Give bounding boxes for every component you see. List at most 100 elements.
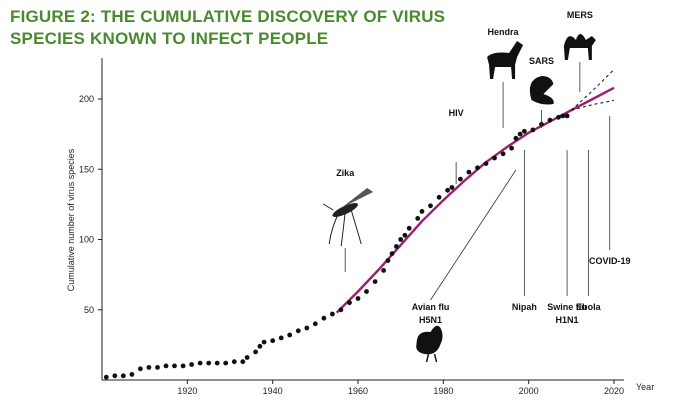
chart-title-line-1: FIGURE 2: THE CUMULATIVE DISCOVERY OF VI… bbox=[10, 7, 446, 26]
data-point bbox=[112, 373, 118, 379]
data-point bbox=[564, 113, 570, 119]
data-point bbox=[475, 165, 480, 171]
y-tick-label: 100 bbox=[79, 235, 94, 245]
data-point bbox=[304, 325, 310, 331]
data-point bbox=[312, 321, 318, 327]
mosquito-wing bbox=[341, 188, 374, 208]
data-point bbox=[270, 338, 276, 344]
data-point bbox=[389, 251, 395, 256]
mosquito-body bbox=[332, 203, 359, 217]
data-point bbox=[385, 258, 391, 263]
data-point bbox=[517, 131, 523, 137]
x-axis-label: Year bbox=[636, 382, 654, 392]
y-tick-label: 200 bbox=[79, 94, 94, 104]
data-point bbox=[381, 268, 386, 273]
data-point bbox=[547, 117, 553, 123]
data-point bbox=[560, 113, 566, 119]
chicken-legs bbox=[425, 353, 438, 363]
annotation-label: COVID-19 bbox=[589, 256, 631, 266]
tick-labels: 50 100 150 200 1920 1940 1960 1980 2000 2020 bbox=[79, 94, 624, 396]
data-point bbox=[338, 307, 344, 313]
data-point bbox=[172, 363, 177, 369]
annotation-label: Avian flu bbox=[412, 302, 450, 312]
x-tick-label: 1940 bbox=[263, 386, 283, 396]
y-axis-label: Cumulative number of virus species bbox=[66, 148, 76, 291]
horse-body bbox=[487, 41, 524, 79]
data-point bbox=[129, 372, 135, 377]
data-point bbox=[261, 339, 267, 345]
chart-title-line-2: SPECIES KNOWN TO INFECT PEOPLE bbox=[10, 29, 329, 48]
data-point bbox=[428, 203, 433, 209]
mosquito-legs bbox=[322, 203, 362, 247]
data-point bbox=[483, 161, 489, 167]
data-point bbox=[206, 360, 212, 366]
data-point bbox=[257, 343, 263, 349]
data-point bbox=[445, 187, 450, 193]
data-point bbox=[419, 209, 425, 214]
data-point bbox=[146, 365, 152, 370]
data-points bbox=[103, 113, 570, 380]
annotation-leaders bbox=[344, 62, 611, 301]
annotation-label: Zika bbox=[336, 168, 355, 178]
horse-icon bbox=[487, 41, 524, 79]
x-tick-label: 1960 bbox=[348, 386, 368, 396]
x-tick-label: 2000 bbox=[519, 386, 539, 396]
annotation-label: SARS bbox=[529, 56, 554, 66]
annotation-label: Nipah bbox=[512, 302, 537, 312]
x-tick-label: 1920 bbox=[177, 386, 197, 396]
data-point bbox=[214, 360, 220, 366]
data-point bbox=[223, 360, 229, 366]
data-point bbox=[522, 128, 527, 134]
data-point bbox=[500, 151, 506, 157]
data-point bbox=[449, 185, 455, 190]
chicken-body bbox=[416, 325, 443, 355]
ferret-body bbox=[529, 76, 554, 105]
data-point bbox=[513, 135, 519, 141]
leader-line bbox=[430, 169, 517, 301]
axes bbox=[98, 58, 624, 384]
data-point bbox=[138, 366, 143, 372]
data-point bbox=[372, 279, 378, 284]
annotation-label: Hendra bbox=[488, 27, 520, 37]
data-point bbox=[436, 194, 442, 200]
chicken-icon bbox=[416, 325, 443, 363]
trend-line bbox=[335, 86, 615, 314]
camel-icon bbox=[563, 34, 596, 60]
data-point bbox=[530, 127, 536, 133]
data-point bbox=[231, 359, 237, 365]
annotation-label: Swine flu bbox=[547, 302, 587, 312]
data-point bbox=[394, 244, 399, 249]
data-point bbox=[415, 216, 421, 221]
data-point bbox=[466, 169, 472, 175]
x-tick-label: 1980 bbox=[433, 386, 453, 396]
data-point bbox=[556, 114, 561, 120]
data-point bbox=[398, 237, 404, 242]
data-point bbox=[347, 300, 352, 306]
ferret-icon bbox=[529, 76, 554, 105]
data-point bbox=[253, 349, 258, 355]
data-point bbox=[406, 225, 412, 231]
data-point bbox=[197, 360, 203, 366]
annotation-label: MERS bbox=[567, 10, 593, 20]
data-point bbox=[492, 155, 497, 161]
data-point bbox=[120, 373, 126, 379]
data-point bbox=[163, 363, 169, 369]
data-point bbox=[295, 328, 301, 334]
y-tick-label: 50 bbox=[84, 305, 94, 315]
annotation-labels: Zika Avian flu H5N1 HIV Hendra SARS Nipah Swine… bbox=[336, 10, 630, 325]
data-point bbox=[402, 232, 408, 238]
data-point bbox=[330, 311, 335, 317]
data-point bbox=[458, 176, 463, 182]
annotation-label-line-2: H5N1 bbox=[419, 315, 442, 325]
projection-lower-line bbox=[571, 99, 615, 111]
data-point bbox=[103, 374, 109, 380]
data-point bbox=[189, 362, 195, 367]
data-point bbox=[355, 296, 361, 301]
annotation-label: Ebola bbox=[576, 302, 601, 312]
mosquito-icon bbox=[322, 188, 374, 247]
data-point bbox=[287, 332, 293, 338]
annotation-icons bbox=[322, 34, 596, 363]
data-point bbox=[278, 335, 284, 341]
data-point bbox=[321, 315, 327, 321]
